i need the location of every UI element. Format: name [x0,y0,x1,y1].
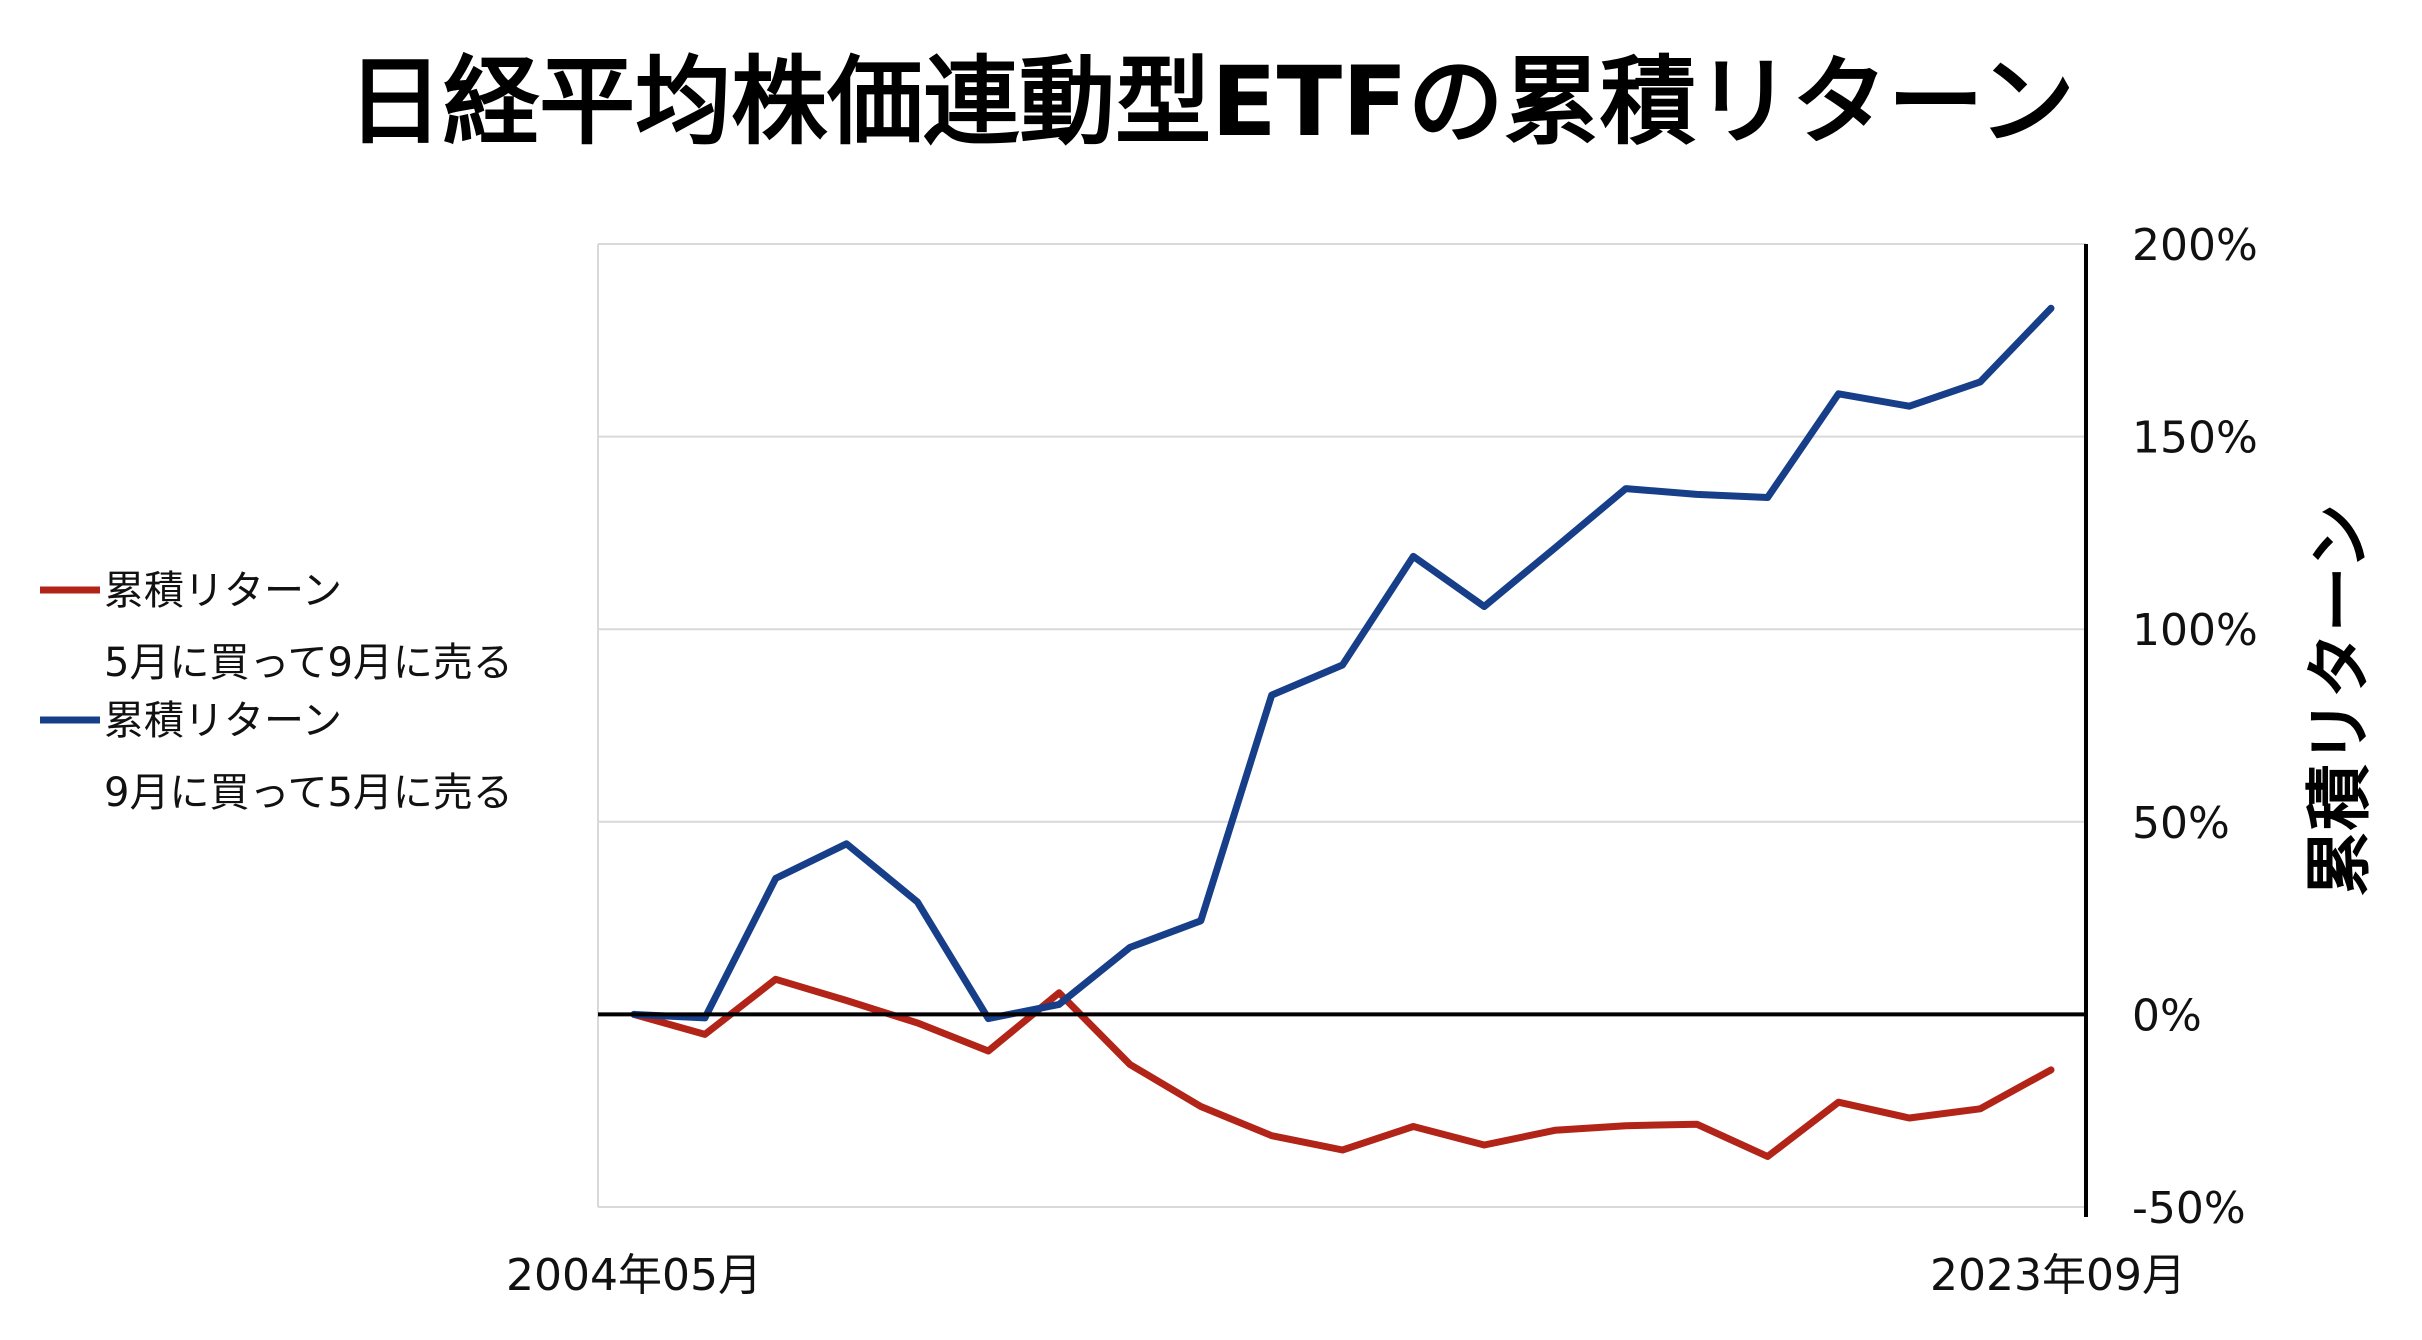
legend-label-blue: 累積リターン [104,698,342,744]
legend-item-blue: 累積リターン 9月に買って5月に売る [40,698,513,816]
legend-item-red: 累積リターン 5月に買って9月に売る [40,568,513,686]
y-tick-label: 100% [2132,605,2258,656]
series-line-blue [630,304,2055,1023]
y-axis-label: 累積リターン [2301,504,2378,897]
series-line-red [630,975,2055,1160]
y-tick-label: 150% [2132,413,2258,464]
y-tick-label: -50% [2132,1183,2246,1234]
gridlines [597,243,2086,1208]
axes [598,244,2088,1217]
y-tick-label: 50% [2132,798,2230,849]
legend-sublabel-red: 5月に買って9月に売る [104,640,513,686]
legend-sublabel-blue: 9月に買って5月に売る [104,770,513,816]
x-tick-label-start: 2004年05月 [506,1250,762,1301]
y-tick-label: 0% [2132,990,2202,1041]
legend-label-red: 累積リターン [104,568,342,614]
series-lines [630,304,2055,1160]
legend: 累積リターン 5月に買って9月に売る 累積リターン 9月に買って5月に売る [40,568,513,816]
chart-title: 日経平均株価連動型ETFの累積リターン [347,46,2075,158]
x-tick-label-end: 2023年09月 [1930,1250,2186,1301]
y-tick-label: 200% [2132,220,2258,271]
y-tick-labels: -50% 0% 50% 100% 150% 200% [2132,220,2258,1234]
